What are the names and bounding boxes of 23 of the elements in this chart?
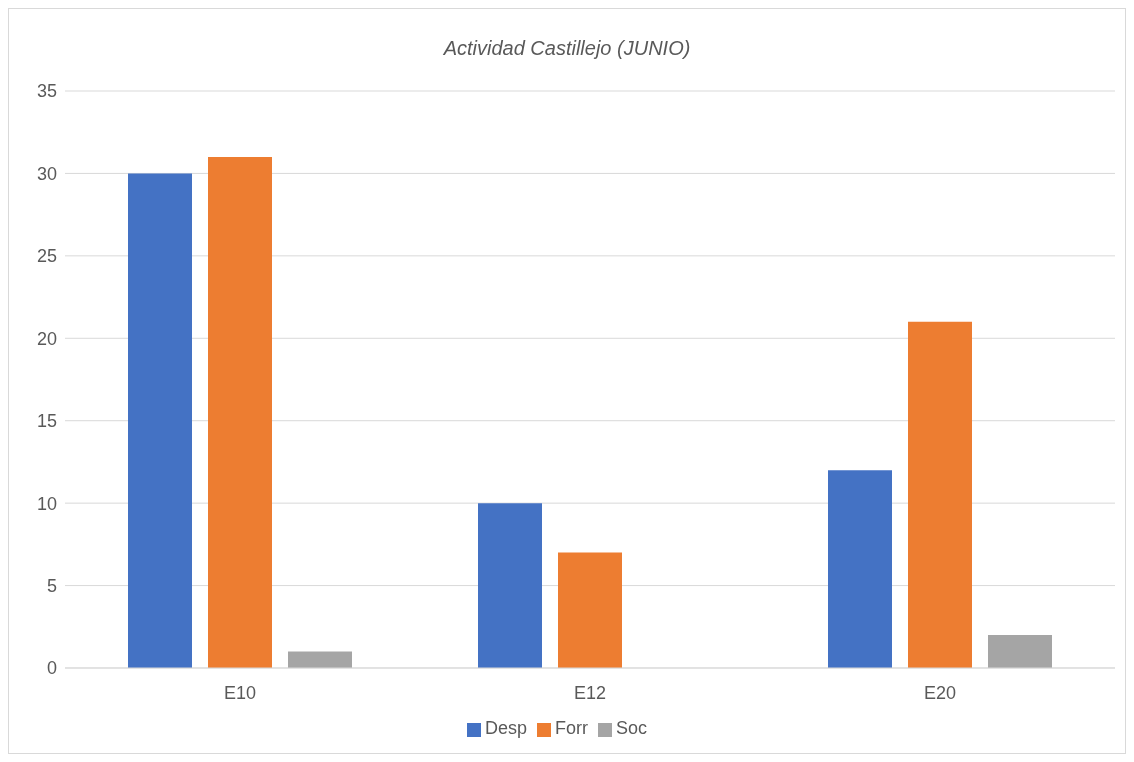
chart-title: Actividad Castillejo (JUNIO) (442, 37, 692, 60)
legend-label: Desp (484, 718, 527, 738)
y-tick-label: 0 (46, 658, 57, 679)
x-tick-label: E10 (223, 682, 257, 703)
y-tick-label: 35 (36, 81, 57, 102)
y-tick-label: 25 (36, 246, 57, 267)
legend-label: Soc (616, 718, 648, 738)
bar (208, 156, 272, 668)
bar (478, 503, 542, 668)
y-tick-label: 5 (46, 575, 57, 596)
y-tick-label: 15 (36, 411, 57, 432)
bar (128, 173, 192, 668)
x-tick-label: E20 (923, 682, 957, 703)
bar (558, 552, 622, 668)
y-tick-label: 20 (36, 328, 57, 349)
bar (288, 651, 352, 668)
y-tick-label: 10 (36, 493, 57, 514)
x-tick-label: E12 (573, 682, 607, 703)
bar (988, 635, 1052, 668)
y-tick-label: 30 (36, 163, 57, 184)
bar (828, 470, 892, 668)
legend-label: Forr (555, 718, 588, 738)
bar (908, 321, 972, 668)
